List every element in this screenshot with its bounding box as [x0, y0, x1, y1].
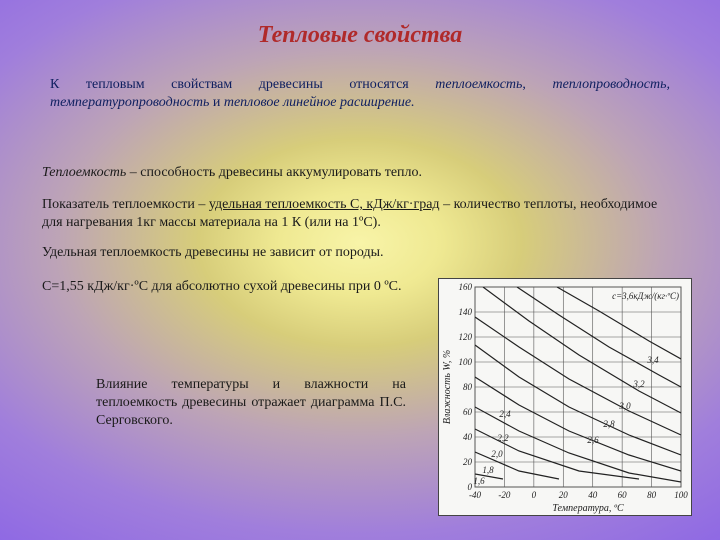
p2-underlined: удельная теплоемкость С, кДж/кг·град	[209, 197, 440, 212]
paragraph-5: Влияние температуры и влажности на тепло…	[96, 376, 406, 431]
svg-text:-20: -20	[498, 490, 510, 500]
svg-text:100: 100	[459, 357, 473, 367]
intro-term-3: тепловое линейное расширение.	[224, 95, 415, 110]
svg-text:1,8: 1,8	[482, 465, 494, 475]
svg-text:2,4: 2,4	[499, 409, 511, 419]
intro-lead: К тепловым свойствам древесины относятся	[50, 77, 435, 92]
svg-text:Температура, ºС: Температура, ºС	[552, 503, 624, 514]
paragraph-4: С=1,55 кДж/кг·ºС для абсолютно сухой дре…	[42, 278, 420, 296]
svg-text:60: 60	[463, 407, 473, 417]
svg-text:0: 0	[468, 482, 473, 492]
svg-text:100: 100	[674, 490, 688, 500]
p1-term: Теплоемкость	[42, 165, 126, 180]
slide: Тепловые свойства К тепловым свойствам д…	[0, 0, 720, 540]
svg-text:2,0: 2,0	[491, 449, 503, 459]
svg-text:0: 0	[532, 490, 537, 500]
p2-a: Показатель теплоемкости –	[42, 197, 209, 212]
svg-text:3,0: 3,0	[618, 401, 631, 411]
svg-text:80: 80	[463, 382, 473, 392]
p1-text: – способность древесины аккумулировать т…	[126, 165, 422, 180]
slide-title: Тепловые свойства	[0, 22, 720, 49]
svg-text:20: 20	[463, 457, 473, 467]
svg-text:3,2: 3,2	[632, 379, 645, 389]
paragraph-1: Теплоемкость – способность древесины акк…	[42, 164, 678, 182]
chart-svg: -40-20020406080100020406080100120140160Т…	[439, 279, 691, 515]
intro-term-1: теплоемкость	[435, 77, 522, 92]
svg-text:140: 140	[459, 307, 473, 317]
svg-text:80: 80	[647, 490, 657, 500]
svg-text:160: 160	[459, 282, 473, 292]
svg-text:120: 120	[459, 332, 473, 342]
svg-text:60: 60	[618, 490, 628, 500]
intro-sep-1: ,	[522, 77, 552, 92]
paragraph-3: Удельная теплоемкость древесины не завис…	[42, 244, 678, 262]
svg-text:40: 40	[463, 432, 473, 442]
svg-text:40: 40	[588, 490, 598, 500]
svg-text:2,6: 2,6	[587, 435, 599, 445]
intro-paragraph: К тепловым свойствам древесины относятся…	[50, 76, 670, 111]
svg-text:3,4: 3,4	[646, 355, 659, 365]
intro-sep-2: и	[209, 95, 224, 110]
svg-text:Влажность W, %: Влажность W, %	[442, 350, 453, 424]
paragraph-2: Показатель теплоемкости – удельная тепло…	[42, 196, 678, 232]
svg-text:20: 20	[559, 490, 569, 500]
svg-text:с=3,6кДж/(кг·ºС): с=3,6кДж/(кг·ºС)	[612, 291, 679, 301]
svg-text:1,6: 1,6	[473, 476, 485, 486]
svg-text:2,2: 2,2	[497, 433, 509, 443]
svg-text:2,8: 2,8	[603, 419, 615, 429]
heat-capacity-chart: -40-20020406080100020406080100120140160Т…	[438, 278, 692, 516]
